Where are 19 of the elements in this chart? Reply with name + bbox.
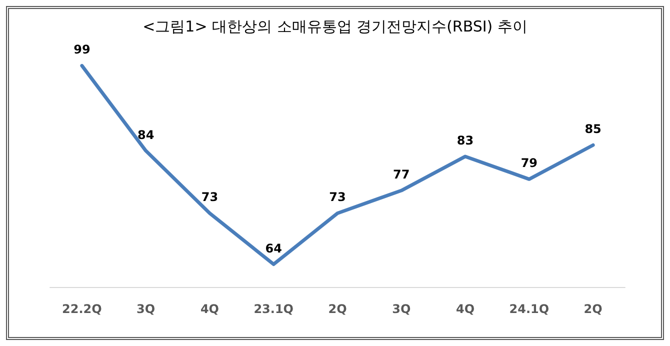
x-tick-label: 3Q [136, 302, 156, 316]
data-label: 83 [456, 133, 474, 148]
x-tick-label: 2Q [328, 302, 347, 316]
x-tick-label: 2Q [584, 302, 602, 316]
data-label: 99 [74, 42, 90, 57]
data-label: 79 [520, 156, 538, 170]
data-label: 85 [584, 122, 602, 136]
data-label: 77 [393, 168, 410, 182]
x-tick-label: 22.2Q [62, 302, 102, 316]
chart-title: <그림1> 대한상의 소매유통업 경기전망지수(RBSI) 추이 [142, 18, 528, 36]
x-tick-label: 3Q [392, 302, 411, 316]
data-label: 84 [137, 128, 154, 142]
x-tick-label: 23.1Q [254, 302, 294, 316]
data-label: 73 [201, 190, 218, 204]
x-tick-label: 4Q [200, 302, 220, 316]
x-tick-label: 4Q [456, 302, 475, 316]
data-label: 73 [329, 190, 346, 204]
data-label: 64 [265, 241, 282, 256]
x-tick-label: 24.1Q [509, 302, 550, 316]
